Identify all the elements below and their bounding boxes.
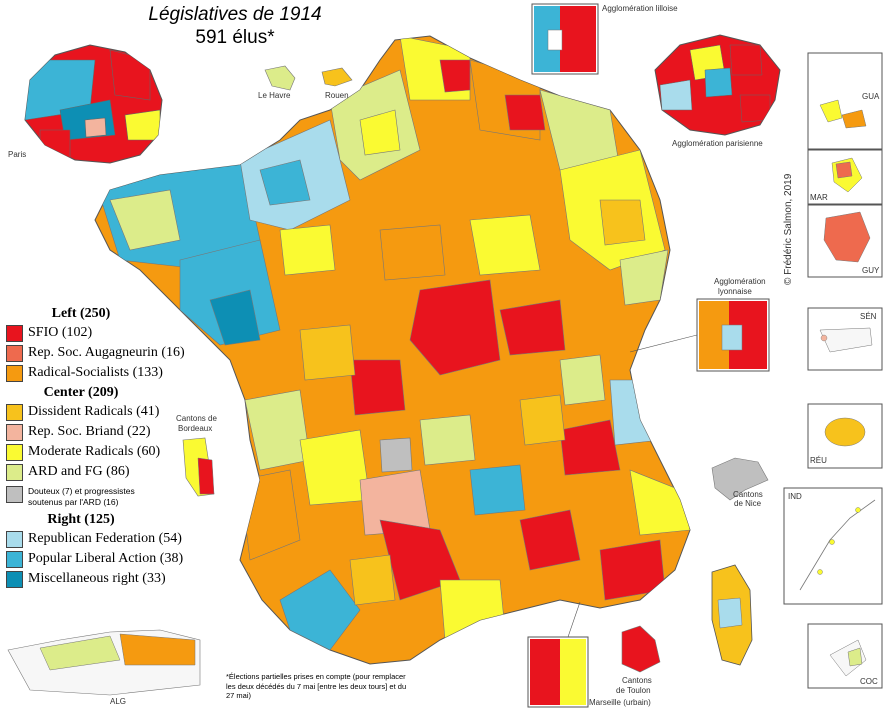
- le-havre-shape: [264, 65, 296, 91]
- le-havre-label: Le Havre: [258, 91, 291, 100]
- legend-item: Moderate Radicals (60): [6, 442, 196, 462]
- india-box: [783, 487, 883, 605]
- coc-label: COC: [860, 677, 878, 686]
- legend-label: Rep. Soc. Augagneurin (16): [28, 345, 185, 360]
- toulon-inset: [621, 625, 661, 673]
- nice-inset: [711, 457, 769, 501]
- legend-swatch: [6, 364, 23, 382]
- legend-label: Republican Federation (54): [28, 531, 182, 546]
- legend-item: Dissident Radicals (41): [6, 402, 196, 422]
- alg-label: ALG: [110, 697, 127, 706]
- legend-swatch: [6, 486, 23, 503]
- paris-inset: [24, 44, 163, 164]
- legend-swatch: [6, 550, 23, 568]
- legend-label: ARD and FG (86): [28, 464, 130, 479]
- legend-swatch: [6, 324, 23, 342]
- legend-swatch: [6, 403, 23, 421]
- lyon-label-1: Agglomération: [714, 277, 766, 286]
- map-title: Législatives de 1914: [148, 4, 322, 25]
- legend-item: Republican Federation (54): [6, 529, 196, 549]
- rouen-label: Rouen: [325, 91, 349, 100]
- lille-inset: [531, 3, 599, 75]
- legend-item: Rep. Soc. Augagneurin (16): [6, 343, 196, 363]
- legend-item: ARD and FG (86): [6, 462, 196, 482]
- lille-label: Agglomération lilloise: [602, 4, 678, 13]
- gua-label: GUA: [862, 92, 880, 101]
- legend-label: Popular Liberal Action (38): [28, 551, 184, 566]
- legend-item: Popular Liberal Action (38): [6, 549, 196, 569]
- guadeloupe-box: [807, 52, 883, 150]
- legend-item: Radical-Socialists (133): [6, 363, 196, 383]
- rouen-shape: [321, 67, 353, 87]
- bordeaux-label-2: Bordeaux: [178, 424, 213, 433]
- copyright: © Frédéric Salmon, 2019: [783, 173, 794, 285]
- legend-left-heading: Left (250): [51, 306, 111, 321]
- legend-swatch: [6, 443, 23, 461]
- legend-label: Moderate Radicals (60): [28, 444, 161, 459]
- algeria-inset: [7, 629, 201, 696]
- paris-agglo-inset: [654, 34, 781, 136]
- mar-label: MAR: [810, 193, 828, 202]
- legend-item: SFIO (102): [6, 323, 196, 343]
- legend-label: Dissident Radicals (41): [28, 404, 160, 419]
- ind-label: IND: [788, 492, 802, 501]
- reu-label: RÉU: [810, 456, 827, 465]
- legend-label: Miscellaneous right (33): [28, 571, 166, 586]
- legend-swatch: [6, 570, 23, 588]
- legend-item: Rep. Soc. Briand (22): [6, 422, 196, 442]
- legend-label: Douteux (7) et progressistes soutenus pa…: [28, 486, 135, 507]
- legend-label: Rep. Soc. Briand (22): [28, 424, 151, 439]
- paris-agglo-label: Agglomération parisienne: [672, 139, 763, 148]
- marseille-inset: [527, 601, 589, 708]
- map-subtitle: 591 élus*: [195, 27, 275, 48]
- guy-label: GUY: [862, 266, 880, 275]
- toulon-label-2: de Toulon: [616, 686, 651, 695]
- paris-label: Paris: [8, 150, 27, 159]
- legend-swatch: [6, 423, 23, 441]
- sen-label: SÉN: [860, 312, 877, 321]
- legend-swatch: [6, 463, 23, 481]
- footnote: *Élections partielles prises en compte (…: [226, 672, 407, 700]
- legend-swatch: [6, 530, 23, 548]
- legend-item: Miscellaneous right (33): [6, 569, 196, 589]
- legend: Left (250) SFIO (102) Rep. Soc. Augagneu…: [6, 304, 196, 589]
- toulon-label-1: Cantons: [622, 676, 652, 685]
- legend-label: Radical-Socialists (133): [28, 365, 163, 380]
- legend-label: SFIO (102): [28, 325, 93, 340]
- nice-label-1: Cantons: [733, 490, 763, 499]
- bordeaux-inset: [182, 437, 215, 497]
- legend-swatch: [6, 344, 23, 362]
- legend-right-heading: Right (125): [47, 512, 115, 527]
- lyon-inset: [629, 298, 770, 372]
- legend-item-other: Douteux (7) et progressistes soutenus pa…: [6, 486, 166, 510]
- france-mainland: [94, 35, 691, 665]
- nice-label-2: de Nice: [734, 499, 762, 508]
- bordeaux-label-1: Cantons de: [176, 414, 217, 423]
- marseille-label: Marseille (urbain): [589, 698, 651, 707]
- legend-center-heading: Center (209): [43, 385, 119, 400]
- lyon-label-2: lyonnaise: [718, 287, 752, 296]
